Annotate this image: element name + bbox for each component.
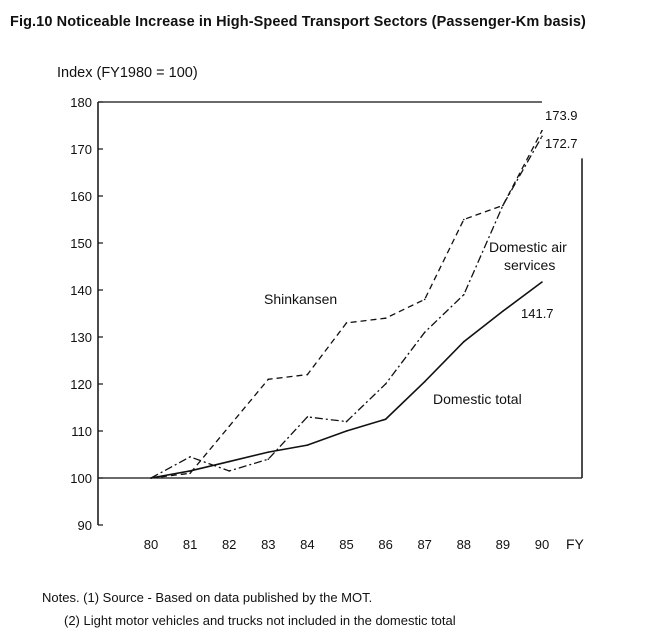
x-axis-ticks: 80 81 82 83 84 85 86 87 88 89 90 <box>144 537 549 552</box>
y-axis-label: Index (FY1980 = 100) <box>57 65 198 81</box>
data-point-shinkansen <box>384 317 387 320</box>
figure-title: Fig.10 Noticeable Increase in High-Speed… <box>10 14 586 30</box>
data-point-domestic-air-services <box>463 293 465 296</box>
end-label-domestic-air: 172.7 <box>545 136 578 151</box>
series-label-air-line1: Domestic air <box>489 239 567 255</box>
y-tick-label: 180 <box>70 95 92 110</box>
x-tick-label: 80 <box>144 537 158 552</box>
data-point-domestic-air-services <box>228 470 230 472</box>
data-point-domestic-total <box>423 380 426 383</box>
series-label-domestic-total: Domestic total <box>433 391 522 407</box>
data-point-domestic-total <box>189 470 191 472</box>
data-point-shinkansen <box>463 218 465 221</box>
data-point-shinkansen <box>189 472 191 475</box>
series-line-domestic-total <box>150 281 543 479</box>
x-tick-label: 84 <box>300 537 314 552</box>
y-axis-ticks: 90 100 110 120 130 140 150 160 170 180 <box>70 95 103 533</box>
x-tick-label: 87 <box>417 537 431 552</box>
data-point-domestic-total <box>267 451 270 453</box>
data-point-domestic-air-services <box>345 420 348 423</box>
data-point-domestic-total <box>306 444 309 446</box>
y-tick-label: 120 <box>70 377 92 392</box>
y-tick-label: 170 <box>70 142 92 157</box>
data-point-domestic-air-services <box>541 135 543 138</box>
x-axis-label: FY <box>566 536 585 552</box>
data-point-domestic-air-services <box>306 416 309 418</box>
series-line-shinkansen <box>150 130 543 479</box>
y-tick-label: 90 <box>78 518 92 533</box>
data-point-domestic-total <box>384 418 387 421</box>
series-lines <box>150 129 543 479</box>
x-tick-label: 88 <box>457 537 471 552</box>
data-point-domestic-total <box>463 340 465 343</box>
data-point-shinkansen <box>228 425 230 428</box>
y-tick-label: 150 <box>70 236 92 251</box>
x-tick-label: 83 <box>261 537 275 552</box>
series-labels: Shinkansen Domestic air services Domesti… <box>264 108 578 407</box>
y-tick-label: 140 <box>70 283 92 298</box>
x-tick-label: 81 <box>183 537 197 552</box>
end-label-domestic-total: 141.7 <box>521 306 554 321</box>
y-tick-label: 110 <box>71 424 92 439</box>
x-tick-label: 82 <box>222 537 236 552</box>
data-point-shinkansen <box>541 129 543 132</box>
data-point-domestic-air-services <box>267 458 270 461</box>
data-point-domestic-total <box>150 477 152 479</box>
data-point-domestic-air-services <box>384 383 387 385</box>
series-label-air-line2: services <box>504 257 555 273</box>
data-point-domestic-total <box>345 430 348 432</box>
data-point-domestic-air-services <box>502 204 504 207</box>
x-tick-label: 89 <box>496 537 510 552</box>
data-point-domestic-total <box>541 281 543 283</box>
chart-axes <box>97 101 583 525</box>
data-point-shinkansen <box>345 322 348 324</box>
data-point-shinkansen <box>306 373 309 376</box>
data-point-domestic-total <box>228 460 230 463</box>
data-point-domestic-air-services <box>189 456 191 458</box>
note-source: Notes. (1) Source - Based on data publis… <box>42 590 373 605</box>
data-point-domestic-total <box>502 310 504 312</box>
data-point-domestic-air-services <box>423 331 426 334</box>
note-exclusion: (2) Light motor vehicles and trucks not … <box>64 613 456 628</box>
data-point-shinkansen <box>423 298 426 301</box>
line-chart: Index (FY1980 = 100) 90 100 110 120 130 140 15… <box>57 65 585 552</box>
series-line-domestic-air-services <box>150 135 543 479</box>
x-tick-label: 85 <box>339 537 353 552</box>
x-tick-label: 86 <box>378 537 392 552</box>
y-tick-label: 160 <box>70 189 92 204</box>
y-tick-label: 100 <box>70 471 92 486</box>
x-tick-label: 90 <box>535 537 549 552</box>
series-label-shinkansen: Shinkansen <box>264 291 337 307</box>
end-label-shinkansen: 173.9 <box>545 108 578 123</box>
data-point-shinkansen <box>267 378 270 381</box>
y-tick-label: 130 <box>70 330 92 345</box>
